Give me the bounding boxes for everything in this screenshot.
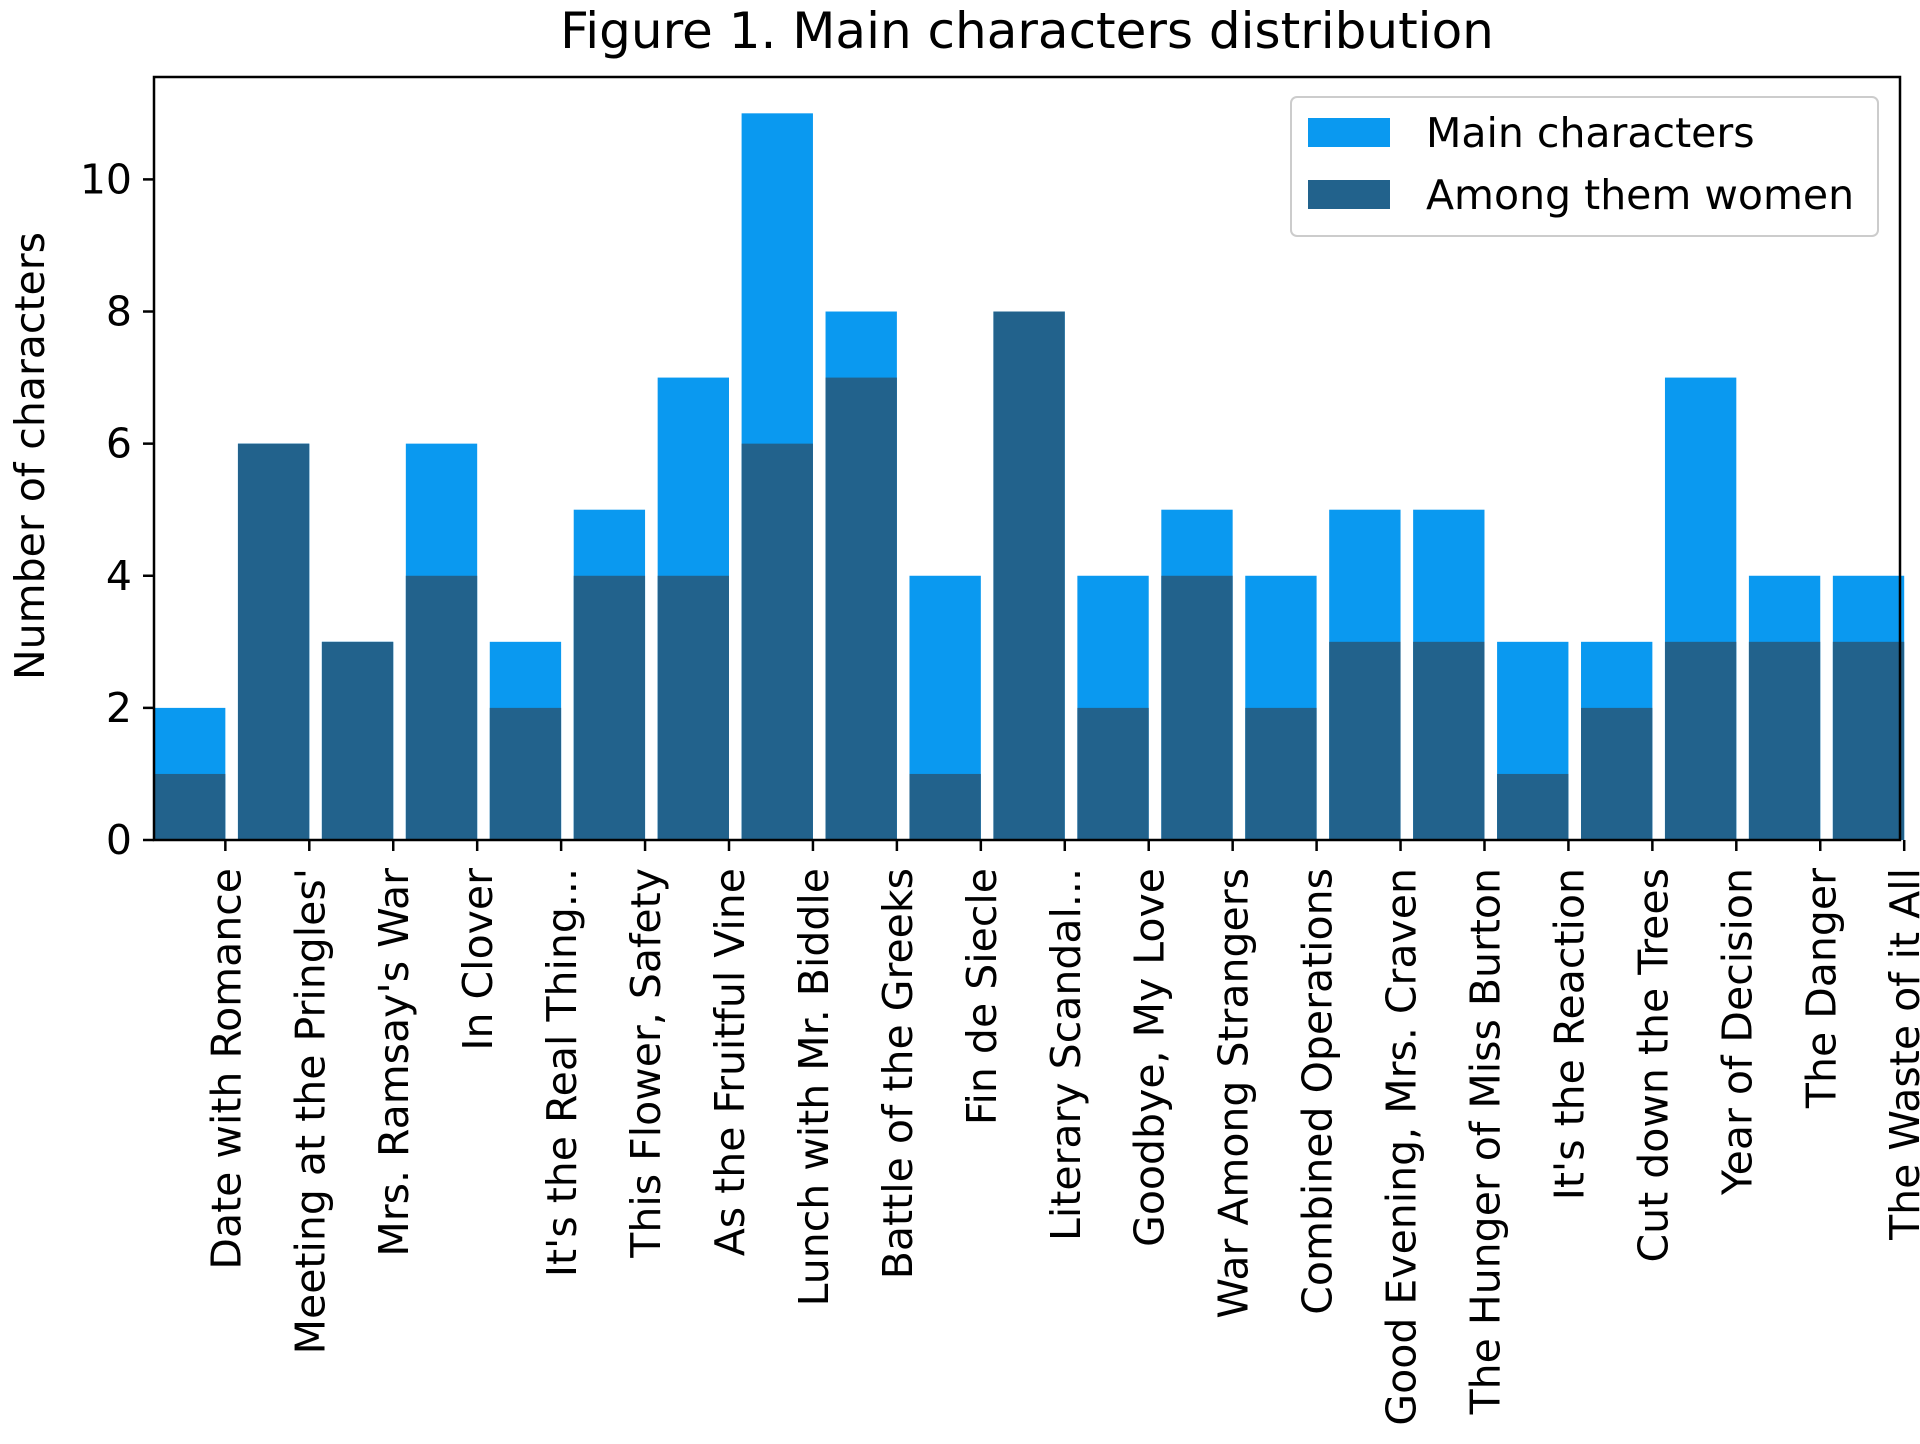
bar-among-them-women-date-with-romance: [154, 773, 226, 840]
bars-layer: [154, 113, 1905, 840]
legend-label-among-them-women: Among them women: [1426, 171, 1854, 219]
x-tick-label-it-s-the-reaction: It's the Reaction: [1545, 868, 1593, 1200]
bar-among-them-women-the-waste-of-it-all: [1832, 641, 1905, 840]
bar-among-them-women-this-flower-safety: [573, 575, 646, 840]
x-tick-label-war-among-strangers: War Among Strangers: [1210, 868, 1258, 1319]
y-axis: 0 2 4 6 8 10: [80, 155, 154, 864]
bar-among-them-women-fin-de-siecle: [909, 773, 981, 840]
bar-among-them-women-goodbye-my-love: [1077, 707, 1149, 840]
x-tick-label-the-danger: The Danger: [1797, 868, 1845, 1109]
x-tick-label-goodbye-my-love: Goodbye, My Love: [1126, 868, 1174, 1247]
bar-among-them-women-as-the-fruitful-vine: [657, 575, 729, 840]
bar-among-them-women-it-s-the-reaction: [1497, 773, 1569, 840]
y-tick-label: 0: [106, 816, 132, 864]
x-axis: Date with Romance Meeting at the Pringles…: [202, 840, 1920, 1426]
x-tick-label-lunch-with-mr-biddle: Lunch with Mr. Biddle: [790, 868, 838, 1306]
chart-title: Figure 1. Main characters distribution: [560, 2, 1494, 60]
legend-box: [1290, 96, 1879, 237]
legend-swatch-main-characters: [1308, 118, 1390, 147]
x-tick-label-mrs-ramsay-s-war: Mrs. Ramsay's War: [370, 868, 418, 1257]
legend-label-main-characters: Main characters: [1426, 109, 1755, 157]
x-tick-label-as-the-fruitful-vine: As the Fruitful Vine: [706, 868, 754, 1256]
y-axis-label: Number of characters: [6, 232, 54, 680]
bar-among-them-women-the-danger: [1748, 641, 1821, 840]
bar-among-them-women-mrs-ramsay-s-war: [321, 641, 394, 840]
legend-swatch-among-them-women: [1308, 180, 1390, 209]
bar-among-them-women-year-of-decision: [1664, 641, 1737, 840]
bar-among-them-women-war-among-strangers: [1161, 575, 1233, 840]
y-tick-label: 10: [80, 155, 132, 203]
bar-among-them-women-battle-of-the-greeks: [825, 377, 897, 840]
x-tick-label-it-s-the-real-thing: It's the Real Thing...: [538, 868, 586, 1277]
bar-among-them-women-the-hunger-of-miss-burton: [1413, 641, 1485, 840]
x-tick-label-date-with-romance: Date with Romance: [202, 868, 250, 1270]
x-tick-label-year-of-decision: Year of Decision: [1713, 868, 1761, 1196]
bar-among-them-women-combined-operations: [1245, 707, 1317, 840]
series-among-them-women: [154, 311, 1905, 840]
bar-among-them-women-good-evening-mrs-craven: [1329, 641, 1401, 840]
x-tick-label-battle-of-the-greeks: Battle of the Greeks: [874, 868, 922, 1279]
x-tick-label-cut-down-the-trees: Cut down the Trees: [1629, 868, 1677, 1263]
bar-among-them-women-lunch-with-mr-biddle: [741, 443, 813, 840]
bar-among-them-women-cut-down-the-trees: [1581, 707, 1653, 840]
x-tick-label-good-evening-mrs-craven: Good Evening, Mrs. Craven: [1378, 868, 1426, 1426]
bar-among-them-women-meeting-at-the-pringles: [237, 443, 310, 840]
x-tick-label-combined-operations: Combined Operations: [1294, 868, 1342, 1315]
plot-frame: [152, 75, 1902, 842]
x-tick-label-the-waste-of-it-all: The Waste of it All: [1881, 868, 1920, 1241]
x-tick-label-this-flower-safety: This Flower, Safety: [622, 868, 670, 1259]
x-tick-label-in-clover: In Clover: [454, 868, 502, 1051]
bar-among-them-women-literary-scandal: [993, 311, 1065, 840]
x-tick-label-the-hunger-of-miss-burton: The Hunger of Miss Burton: [1461, 868, 1509, 1415]
x-tick-label-meeting-at-the-pringles: Meeting at the Pringles': [286, 868, 334, 1354]
x-tick-label-literary-scandal: Literary Scandal...: [1042, 868, 1090, 1241]
y-tick-label: 2: [106, 684, 132, 732]
y-tick-label: 4: [106, 552, 132, 600]
legend: Main characters Among them women: [1290, 96, 1879, 237]
y-tick-label: 8: [106, 288, 132, 336]
bar-among-them-women-it-s-the-real-thing: [489, 707, 562, 840]
bar-among-them-women-in-clover: [405, 575, 478, 840]
x-tick-label-fin-de-siecle: Fin de Siecle: [958, 868, 1006, 1125]
y-tick-label: 6: [106, 420, 132, 468]
